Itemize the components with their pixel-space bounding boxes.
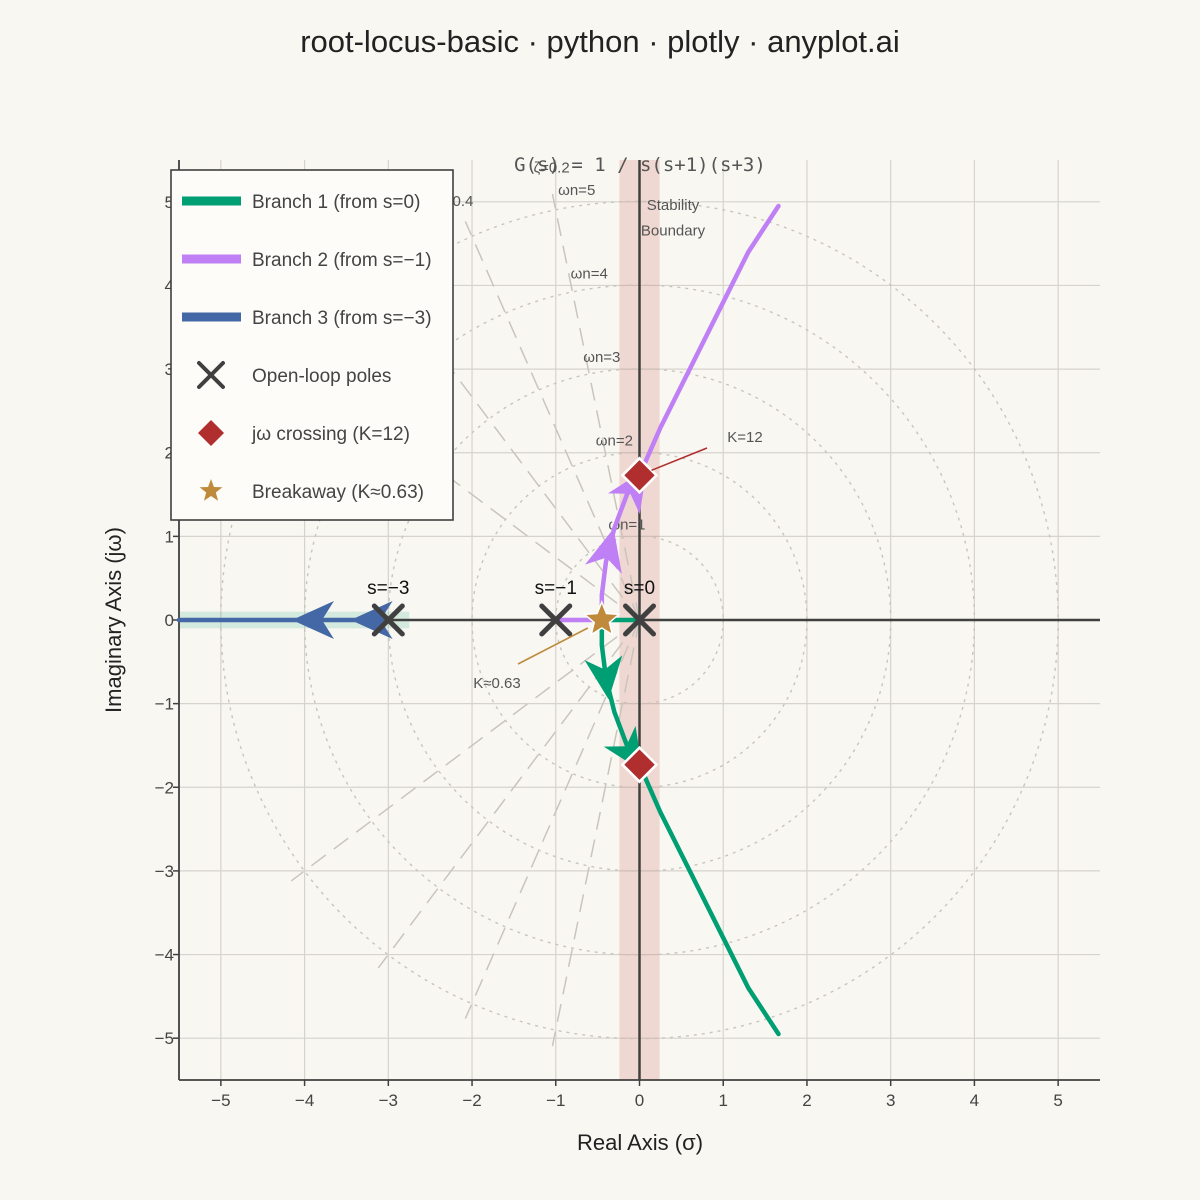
- legend-label-branch-1: Branch 1 (from s=0): [252, 192, 420, 213]
- stability-boundary-label: Stability: [647, 197, 700, 214]
- breakaway-marker: [582, 600, 621, 637]
- jw-annotation-line: [651, 447, 708, 472]
- open-loop-pole-label: s=0: [624, 578, 655, 599]
- open-loop-pole-label: s=−1: [535, 578, 577, 599]
- zeta-label: ζ=0.2: [533, 160, 569, 177]
- y-tick-label: 5: [165, 193, 174, 212]
- zeta-line: [290, 619, 640, 882]
- legend-label-branch-3: Branch 3 (from s=−3): [252, 308, 432, 329]
- breakaway-annotation: K≈0.63: [473, 675, 520, 692]
- y-tick-label: 1: [165, 527, 174, 546]
- y-tick-label: −1: [155, 695, 174, 714]
- x-tick-label: 5: [1053, 1091, 1062, 1110]
- zeta-line: [290, 358, 640, 621]
- branch-2-arrow: [584, 528, 622, 574]
- jw-crossing-marker: [620, 456, 659, 495]
- zeta-line: [551, 193, 641, 621]
- jw-annotation: K=12: [727, 429, 762, 446]
- open-loop-pole-marker: [539, 603, 573, 637]
- x-tick-label: 0: [635, 1091, 644, 1110]
- open-loop-pole-label: s=−3: [367, 578, 409, 599]
- wn-label: ωn=3: [583, 349, 620, 366]
- y-tick-label: 3: [165, 360, 174, 379]
- zeta-line: [377, 271, 641, 621]
- zeta-line: [551, 619, 641, 1047]
- chart-title: root-locus-basic · python · plotly · any…: [300, 24, 900, 59]
- x-tick-label: −4: [295, 1091, 314, 1110]
- chart-subtitle: G(s) = 1 / s(s+1)(s+3): [514, 154, 766, 176]
- open-loop-pole-marker: [371, 603, 405, 637]
- x-tick-label: 3: [886, 1091, 895, 1110]
- x-tick-label: 1: [718, 1091, 727, 1110]
- legend-label-branch-2: Branch 2 (from s=−1): [252, 250, 432, 271]
- legend: Branch 1 (from s=0) Branch 2 (from s=−1) B…: [170, 169, 454, 521]
- x-tick-label: 2: [802, 1091, 811, 1110]
- y-tick-label: 0: [165, 611, 174, 630]
- stability-boundary-label: Boundary: [641, 222, 706, 239]
- clipped-layer: [179, 160, 1100, 1080]
- y-axis-title: Imaginary Axis (jω): [101, 527, 126, 713]
- legend-label-breakaway: Breakaway (K≈0.63): [252, 482, 424, 503]
- x-tick-label: −3: [379, 1091, 398, 1110]
- x-tick-label: −5: [211, 1091, 230, 1110]
- legend-swatch-jw: [198, 420, 224, 446]
- legend-box: [170, 169, 454, 521]
- wn-label: ωn=2: [596, 433, 633, 450]
- legend-swatch-breakaway: [199, 479, 223, 501]
- open-loop-pole-marker: [623, 603, 656, 637]
- y-tick-label: 2: [165, 444, 174, 463]
- branch-3-arrow: [291, 601, 334, 639]
- breakaway-annotation-line: [517, 627, 589, 665]
- y-tick-label: −5: [155, 1029, 174, 1048]
- wn-label: ωn=4: [571, 265, 608, 282]
- legend-swatch-poles: [197, 361, 225, 389]
- y-tick-label: −4: [155, 946, 174, 965]
- y-tick-label: −2: [155, 778, 174, 797]
- legend-label-poles: Open-loop poles: [252, 366, 391, 387]
- y-tick-label: 4: [165, 276, 174, 295]
- y-tick-label: −3: [155, 862, 174, 881]
- x-axis-title: Real Axis (σ): [577, 1130, 703, 1155]
- x-tick-label: 4: [970, 1091, 979, 1110]
- x-tick-label: −2: [462, 1091, 481, 1110]
- branch-1-arrow: [584, 655, 623, 700]
- wn-label: ωn=5: [558, 182, 595, 199]
- jw-crossing-marker: [620, 745, 659, 784]
- legend-label-jw: jω crossing (K=12): [251, 424, 410, 445]
- x-tick-label: −1: [546, 1091, 565, 1110]
